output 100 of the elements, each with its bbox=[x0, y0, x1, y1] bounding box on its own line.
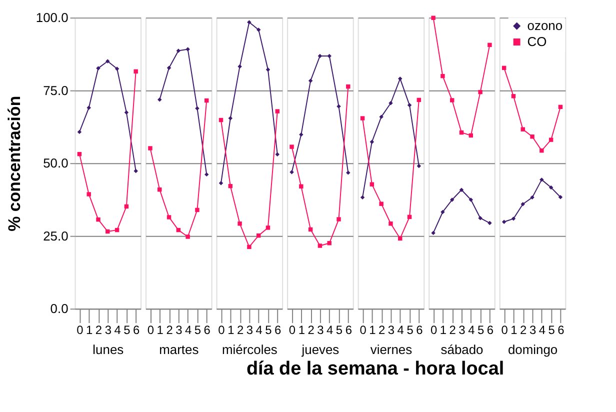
point bbox=[336, 104, 341, 108]
x-tick-label: 4 bbox=[468, 323, 476, 338]
x-tick-label: 5 bbox=[124, 323, 131, 338]
x-tick-label: 1 bbox=[228, 323, 235, 338]
point bbox=[238, 222, 242, 226]
x-tick-label: 5 bbox=[406, 323, 414, 338]
point bbox=[502, 220, 506, 224]
x-tick-label: 4 bbox=[538, 323, 546, 338]
point bbox=[96, 217, 100, 222]
x-tick-label: 1 bbox=[298, 323, 306, 338]
point bbox=[520, 127, 525, 132]
x-tick-label: 0 bbox=[430, 323, 438, 338]
point bbox=[511, 94, 516, 98]
point bbox=[327, 241, 332, 246]
x-tick-label: 4 bbox=[397, 323, 404, 338]
y-tick-label: 75.0 bbox=[43, 82, 68, 98]
y-tick-label: 50.0 bbox=[43, 156, 68, 171]
x-axis-title: martes bbox=[159, 342, 199, 357]
x-tick-label: 3 bbox=[246, 323, 254, 338]
x-tick-label: 2 bbox=[520, 323, 528, 338]
point bbox=[299, 132, 304, 137]
point bbox=[520, 202, 525, 206]
point bbox=[266, 226, 270, 230]
point bbox=[275, 109, 280, 114]
x-tick-label: 1 bbox=[369, 323, 376, 338]
x-tick-label: 5 bbox=[265, 323, 272, 338]
x-tick-label: 0 bbox=[147, 323, 154, 338]
x-tick-label: 0 bbox=[76, 323, 84, 338]
point bbox=[388, 222, 393, 226]
point bbox=[204, 172, 209, 177]
x-tick-label: 6 bbox=[133, 323, 140, 338]
x-tick-label: 2 bbox=[449, 323, 456, 338]
point bbox=[370, 140, 374, 144]
point bbox=[124, 110, 129, 115]
point bbox=[275, 152, 280, 156]
point bbox=[86, 106, 91, 110]
point bbox=[558, 195, 563, 200]
y-axis-title: % concentración bbox=[4, 96, 24, 232]
point bbox=[548, 138, 554, 142]
point bbox=[96, 66, 100, 70]
point bbox=[548, 185, 554, 190]
point bbox=[195, 208, 200, 212]
x-axis-title: miércoles bbox=[222, 342, 278, 357]
x-axis-title: sábado bbox=[440, 342, 484, 357]
point bbox=[106, 59, 110, 64]
x-tick-label: 1 bbox=[156, 323, 164, 338]
point bbox=[398, 76, 402, 81]
point bbox=[166, 66, 172, 70]
y-tick-label: 0.0 bbox=[50, 301, 68, 316]
point bbox=[379, 202, 384, 206]
x-tick-label: 5 bbox=[548, 323, 556, 338]
point bbox=[134, 69, 138, 74]
x-tick-label: 0 bbox=[288, 323, 296, 338]
point bbox=[148, 146, 152, 150]
point bbox=[478, 90, 482, 94]
x-tick-label: 4 bbox=[114, 323, 122, 338]
x-tick-label: 2 bbox=[308, 323, 315, 338]
point bbox=[416, 164, 422, 168]
x-tick-label: 4 bbox=[326, 323, 334, 338]
x-axis-title: lunes bbox=[92, 342, 124, 357]
point bbox=[299, 184, 304, 188]
point bbox=[431, 16, 436, 20]
legend-label: CO bbox=[527, 34, 547, 49]
x-tick-label: 1 bbox=[440, 323, 447, 338]
x-axis-title: viernes bbox=[370, 342, 412, 357]
point bbox=[290, 144, 294, 149]
x-tick-label: 4 bbox=[184, 323, 192, 338]
point bbox=[530, 134, 534, 139]
x-tick-label: 6 bbox=[204, 323, 211, 338]
x-tick-label: 2 bbox=[95, 323, 102, 338]
y-tick-label: 25.0 bbox=[43, 228, 68, 244]
point bbox=[540, 148, 544, 153]
point bbox=[440, 74, 445, 78]
point bbox=[360, 116, 365, 120]
x-tick-label: 3 bbox=[317, 323, 324, 338]
x-tick-label: 3 bbox=[104, 323, 112, 338]
x-tick-label: 0 bbox=[360, 323, 367, 338]
x-tick-label: 3 bbox=[176, 323, 183, 338]
x-tick-label: 2 bbox=[378, 323, 386, 338]
point bbox=[106, 229, 110, 234]
x-tick-label: 5 bbox=[336, 323, 343, 338]
x-tick-label: 3 bbox=[458, 323, 466, 338]
x-tick-label: 0 bbox=[218, 323, 226, 338]
y-tick-label: 100.0 bbox=[36, 10, 68, 26]
point bbox=[195, 106, 200, 110]
x-tick-label: 4 bbox=[256, 323, 263, 338]
x-tick-label: 1 bbox=[86, 323, 94, 338]
x-tick-label: 0 bbox=[501, 323, 508, 338]
legend-label: ozono bbox=[527, 18, 563, 34]
x-tick-label: 2 bbox=[236, 323, 244, 338]
point bbox=[488, 42, 492, 48]
x-tick-label: 6 bbox=[558, 323, 565, 338]
point bbox=[388, 101, 393, 106]
point bbox=[540, 178, 544, 182]
point bbox=[247, 20, 252, 24]
point bbox=[134, 168, 138, 174]
point bbox=[370, 182, 374, 186]
x-tick-label: 1 bbox=[510, 323, 518, 338]
point bbox=[478, 216, 482, 220]
x-tick-label: 3 bbox=[388, 323, 395, 338]
